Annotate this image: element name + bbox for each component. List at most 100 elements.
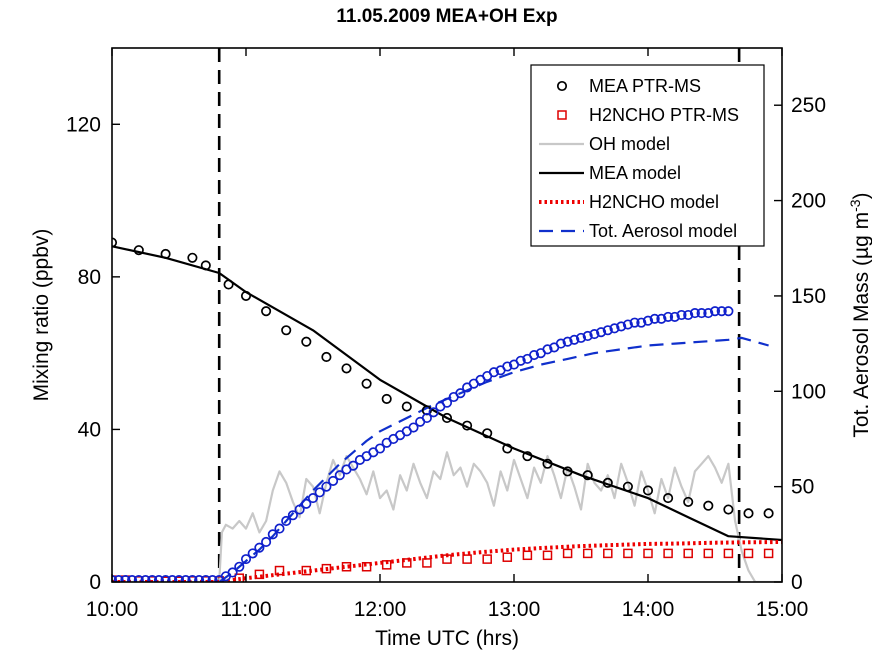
series-aerosol-ptr-ms: [112, 306, 734, 582]
data-point-h2ncho-ptr-ms: [623, 548, 633, 559]
y2-tick-label: 200: [791, 190, 826, 213]
data-point-mea-ptr-ms: [642, 485, 654, 496]
data-point-aerosol-ptr-ms: [147, 575, 158, 582]
legend: MEA PTR-MS H2NCHO PTR-MS OH model MEA model…: [530, 64, 765, 247]
data-point-aerosol-ptr-ms: [555, 338, 566, 349]
data-point-aerosol-ptr-ms: [301, 498, 312, 509]
data-point-aerosol-ptr-ms: [254, 542, 265, 553]
legend-marker: [557, 110, 567, 120]
x-tick-label: 12:00: [354, 598, 407, 621]
plot-frame: [111, 47, 783, 583]
y2-tick-label: 250: [791, 94, 826, 117]
data-point-aerosol-ptr-ms: [683, 309, 694, 321]
data-point-mea-ptr-ms: [133, 245, 144, 256]
data-point-mea-ptr-ms: [502, 443, 513, 454]
legend-item-mea-ptr-ms: MEA PTR-MS: [556, 76, 701, 96]
data-point-aerosol-ptr-ms: [716, 306, 727, 317]
data-point-aerosol-ptr-ms: [622, 319, 633, 330]
series-line-h2ncho-model: [112, 540, 782, 582]
data-point-mea-ptr-ms: [562, 466, 573, 477]
data-point-aerosol-ptr-ms: [421, 412, 432, 424]
data-point-aerosol-ptr-ms: [113, 575, 124, 582]
data-point-mea-ptr-ms: [683, 496, 694, 507]
data-point-aerosol-ptr-ms: [703, 308, 714, 319]
y2-axis-label-main: Tot. Aerosol Mass (µg m: [850, 212, 872, 438]
data-point-mea-ptr-ms: [341, 363, 352, 374]
data-point-h2ncho-ptr-ms: [361, 561, 372, 572]
data-point-aerosol-ptr-ms: [294, 504, 305, 515]
data-point-h2ncho-ptr-ms: [522, 550, 533, 561]
y-tick-label: 80: [78, 266, 101, 289]
data-point-mea-ptr-ms: [381, 393, 392, 404]
data-point-aerosol-ptr-ms: [247, 548, 258, 559]
data-point-aerosol-ptr-ms: [488, 367, 499, 378]
data-point-aerosol-ptr-ms: [669, 311, 680, 322]
data-point-aerosol-ptr-ms: [602, 325, 613, 336]
data-point-mea-ptr-ms: [401, 401, 412, 412]
data-point-aerosol-ptr-ms: [307, 493, 319, 504]
data-point-aerosol-ptr-ms: [328, 475, 339, 486]
data-point-aerosol-ptr-ms: [314, 487, 325, 498]
y2-tick-label: 100: [791, 380, 826, 403]
y-axis-label: Mixing ratio (ppbv): [30, 229, 53, 402]
data-point-aerosol-ptr-ms: [281, 515, 292, 527]
data-point-aerosol-ptr-ms: [656, 313, 667, 324]
legend-label: Tot. Aerosol model: [589, 221, 737, 241]
chart-title: 11.05.2009 MEA+OH Exp: [336, 6, 557, 27]
data-point-h2ncho-ptr-ms: [402, 558, 412, 568]
data-point-aerosol-ptr-ms: [542, 344, 553, 355]
axes-layer: 10:00 11:00 12:00 13:00 14:00 15:00 0 40 80 120 0 5…: [66, 48, 826, 621]
legend-box: [530, 64, 765, 247]
data-point-aerosol-ptr-ms: [207, 575, 218, 582]
data-point-aerosol-ptr-ms: [261, 536, 272, 547]
data-point-h2ncho-ptr-ms: [643, 548, 653, 559]
legend-label: MEA model: [589, 163, 681, 183]
data-point-aerosol-ptr-ms: [596, 327, 607, 338]
x-tick-label: 10:00: [86, 598, 139, 621]
data-point-h2ncho-ptr-ms: [321, 563, 332, 574]
data-point-mea-ptr-ms: [522, 451, 533, 462]
data-point-aerosol-ptr-ms: [441, 397, 453, 408]
data-point-aerosol-ptr-ms: [321, 481, 332, 492]
y-tick-label: 120: [66, 113, 101, 136]
data-point-aerosol-ptr-ms: [160, 575, 171, 582]
y-tick-label: 0: [89, 571, 101, 594]
data-point-aerosol-ptr-ms: [689, 308, 700, 319]
data-point-mea-ptr-ms: [602, 477, 613, 488]
data-point-h2ncho-ptr-ms: [341, 561, 352, 572]
data-point-h2ncho-ptr-ms: [482, 554, 492, 564]
data-point-aerosol-ptr-ms: [140, 575, 151, 582]
x-tick-label: 14:00: [622, 598, 675, 621]
data-point-mea-ptr-ms: [160, 248, 171, 260]
data-point-h2ncho-ptr-ms: [542, 550, 553, 561]
data-point-aerosol-ptr-ms: [428, 407, 439, 418]
x-tick-label: 11:00: [221, 598, 272, 621]
legend-item-mea-model: MEA model: [539, 163, 681, 183]
series-h2ncho-ptr-ms: [112, 548, 774, 582]
data-point-aerosol-ptr-ms: [696, 308, 707, 319]
data-point-aerosol-ptr-ms: [234, 561, 245, 572]
data-point-aerosol-ptr-ms: [663, 311, 674, 322]
data-point-aerosol-ptr-ms: [575, 332, 587, 343]
data-point-mea-ptr-ms: [240, 290, 252, 301]
data-point-aerosol-ptr-ms: [455, 388, 466, 399]
data-point-mea-ptr-ms: [301, 336, 312, 347]
data-point-aerosol-ptr-ms: [133, 575, 144, 582]
legend-item-oh-model: OH model: [539, 134, 670, 154]
data-point-h2ncho-ptr-ms: [502, 552, 513, 562]
y2-axis-label-end: ): [850, 192, 872, 199]
data-point-h2ncho-ptr-ms: [723, 548, 734, 559]
data-point-aerosol-ptr-ms: [629, 317, 640, 328]
data-point-aerosol-ptr-ms: [348, 460, 359, 471]
series-line-oh-model: [112, 451, 782, 582]
data-point-aerosol-ptr-ms: [227, 567, 238, 578]
data-point-aerosol-ptr-ms: [173, 575, 185, 582]
data-point-h2ncho-ptr-ms: [381, 560, 392, 570]
data-point-h2ncho-ptr-ms: [562, 548, 573, 559]
data-point-aerosol-ptr-ms: [676, 309, 687, 321]
y2-tick-label: 0: [791, 571, 803, 594]
legend-marker: [556, 80, 568, 92]
data-point-h2ncho-ptr-ms: [743, 548, 754, 559]
data-point-mea-ptr-ms: [723, 504, 734, 515]
legend-item-h2ncho-model: H2NCHO model: [539, 192, 719, 212]
